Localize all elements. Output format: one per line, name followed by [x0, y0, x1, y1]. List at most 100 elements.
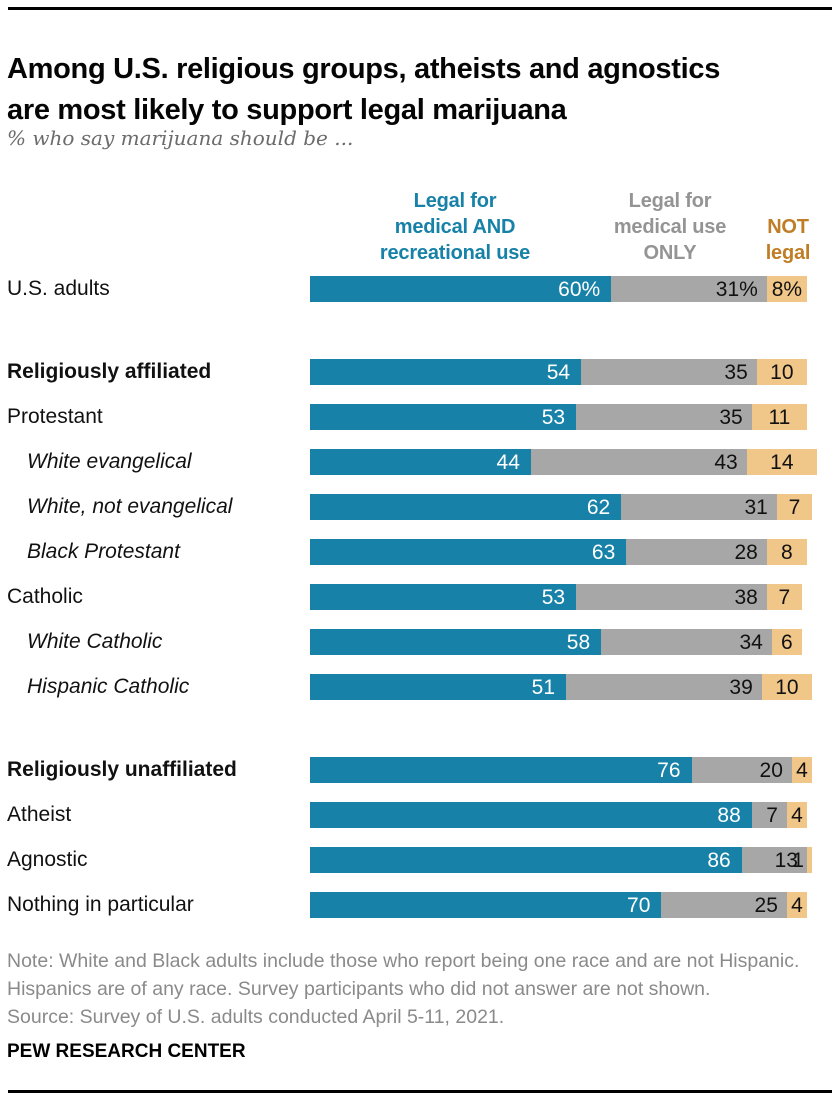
row-label: Protestant	[7, 404, 103, 430]
bar-segment-medical-only: 43	[531, 449, 747, 475]
footer: Note: White and Black adults include tho…	[7, 947, 821, 1031]
bar-segment-legal-both: 63	[310, 539, 626, 565]
text-line: Legal for	[340, 188, 570, 214]
bar-segment-not-legal: 8%	[767, 276, 807, 302]
row-label: Hispanic Catholic	[27, 674, 189, 700]
chart-subtitle: % who say marijuana should be ...	[7, 126, 353, 150]
value-label: 34	[739, 629, 762, 656]
value-label: 1	[792, 847, 804, 874]
brand-label: PEW RESEARCH CENTER	[7, 1041, 246, 1063]
value-label: 60%	[558, 276, 600, 303]
bar-segment-legal-both: 53	[310, 584, 576, 610]
row-label: Catholic	[7, 584, 83, 610]
column-header-legal-both: Legal formedical ANDrecreational use	[340, 188, 570, 266]
row-label: White, not evangelical	[27, 494, 232, 520]
bar-segment-medical-only: 20	[692, 757, 792, 783]
row-label: U.S. adults	[7, 276, 110, 302]
value-label: 8%	[772, 276, 802, 303]
text-line: NOT	[750, 214, 826, 240]
value-label: 51	[532, 674, 555, 701]
text-line: Legal for	[600, 188, 740, 214]
row-label: White Catholic	[27, 629, 162, 655]
row-label: Religiously affiliated	[7, 359, 211, 385]
bar-segment-legal-both: 58	[310, 629, 601, 655]
bar-segment-legal-both: 76	[310, 757, 692, 783]
footer-note: Note: White and Black adults include tho…	[7, 947, 821, 1003]
value-label: 35	[724, 359, 747, 386]
value-label: 54	[547, 359, 570, 386]
chart-row: White, not evangelical 62317	[0, 494, 840, 520]
bar-segment-legal-both: 44	[310, 449, 531, 475]
bar-segment-legal-both: 62	[310, 494, 621, 520]
value-label: 62	[587, 494, 610, 521]
value-label: 8	[781, 539, 793, 566]
bar-segment-not-legal: 7	[777, 494, 812, 520]
stacked-bar: 51 39 10	[310, 674, 812, 700]
value-label: 53	[542, 584, 565, 611]
value-label: 58	[567, 629, 590, 656]
value-label: 11	[768, 404, 790, 431]
bar-segment-legal-both: 88	[310, 802, 752, 828]
chart-rows: U.S. adults 60% 31%8% Religiously affiliate…	[0, 276, 840, 936]
chart-row: White Catholic 58 34 6	[0, 629, 840, 655]
value-label: 35	[719, 404, 742, 431]
value-label: 7	[766, 802, 778, 829]
value-label: 20	[760, 757, 783, 784]
value-label: 4	[791, 892, 803, 919]
stacked-bar: 53 38 7	[310, 584, 812, 610]
stacked-bar: 60% 31%8%	[310, 276, 812, 302]
value-label: 53	[542, 404, 565, 431]
bar-segment-not-legal: 11	[752, 404, 807, 430]
value-label: 76	[657, 757, 680, 784]
chart-row: Nothing in particular 70 25 4	[0, 892, 840, 918]
bar-segment-medical-only: 34	[601, 629, 772, 655]
column-header-medical-only: Legal formedical useONLY	[600, 188, 740, 266]
value-label: 39	[729, 674, 752, 701]
bar-segment-not-legal: 7	[767, 584, 802, 610]
chart-row: White evangelical444314	[0, 449, 840, 475]
stacked-bar: 62317	[310, 494, 812, 520]
value-label: 38	[734, 584, 757, 611]
bar-segment-not-legal: 1	[807, 847, 812, 873]
value-label: 7	[789, 494, 801, 521]
value-label: 70	[627, 892, 650, 919]
stacked-bar: 53 35 11	[310, 404, 812, 430]
value-label: 28	[734, 539, 757, 566]
stacked-bar: 63 28 8	[310, 539, 812, 565]
row-label: Nothing in particular	[7, 892, 194, 918]
text-line: legal	[750, 240, 826, 266]
bar-segment-not-legal: 8	[767, 539, 807, 565]
chart-row: Agnostic86131	[0, 847, 840, 873]
value-label: 43	[714, 449, 737, 476]
text-line: ONLY	[600, 240, 740, 266]
bar-segment-medical-only: 28	[626, 539, 767, 565]
column-headers: Legal formedical ANDrecreational use Leg…	[0, 180, 840, 266]
value-label: 7	[779, 584, 791, 611]
bar-segment-legal-both: 86	[310, 847, 742, 873]
value-label: 44	[497, 449, 520, 476]
stacked-bar: 54 35 10	[310, 359, 812, 385]
bar-segment-not-legal: 10	[757, 359, 807, 385]
value-label: 4	[796, 757, 808, 784]
value-label: 6	[781, 629, 793, 656]
value-label: 88	[717, 802, 740, 829]
row-label: Agnostic	[7, 847, 88, 873]
bar-segment-not-legal: 4	[787, 892, 807, 918]
value-label: 10	[775, 674, 798, 701]
bar-segment-medical-only: 25	[661, 892, 787, 918]
chart-row: Hispanic Catholic 51 39 10	[0, 674, 840, 700]
value-label: 25	[755, 892, 778, 919]
row-label: White evangelical	[27, 449, 192, 475]
chart-row: Religiously affiliated 54 35 10	[0, 359, 840, 385]
text-line: recreational use	[340, 240, 570, 266]
chart-row: Protestant 53 35 11	[0, 404, 840, 430]
row-label: Atheist	[7, 802, 71, 828]
value-label: 63	[592, 539, 615, 566]
bar-segment-medical-only: 31%	[611, 276, 767, 302]
value-label: 10	[770, 359, 793, 386]
text-line: Among U.S. religious groups, atheists an…	[7, 49, 833, 90]
bar-segment-not-legal: 4	[787, 802, 807, 828]
top-rule	[8, 7, 832, 10]
chart-row: Catholic 53 38 7	[0, 584, 840, 610]
stacked-bar: 70 25 4	[310, 892, 812, 918]
